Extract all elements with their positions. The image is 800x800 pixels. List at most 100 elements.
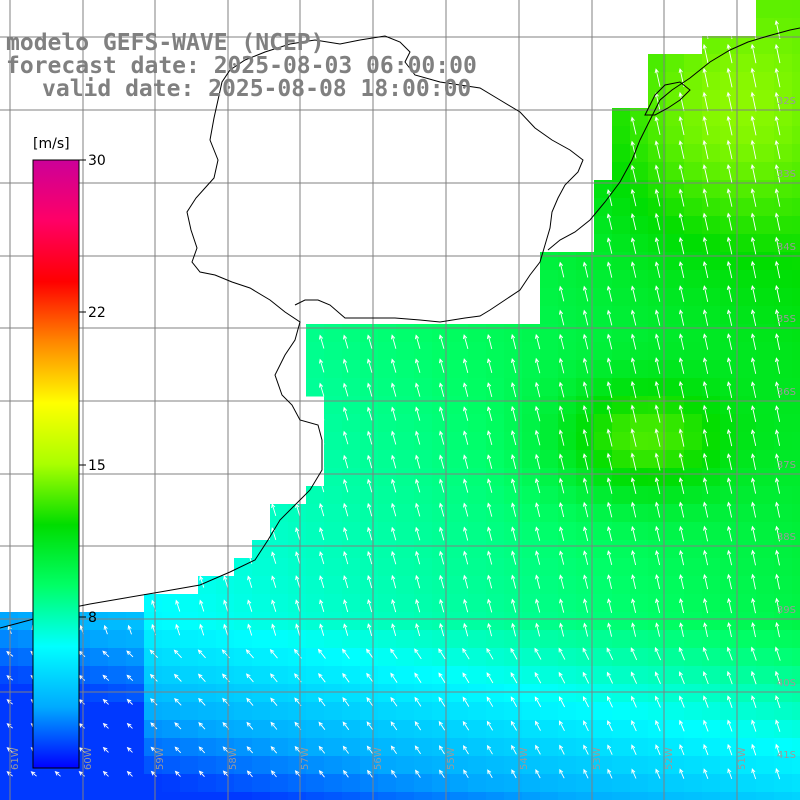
- wind-cell: [558, 360, 577, 379]
- wind-arrow: [318, 697, 326, 707]
- coastline-path: [0, 35, 584, 629]
- longitude-label: 57W: [300, 747, 311, 770]
- wind-cell: [504, 576, 523, 595]
- wind-cell: [414, 432, 433, 451]
- wind-cell: [360, 414, 379, 433]
- wind-cell: [612, 378, 631, 397]
- wind-cell: [18, 666, 37, 685]
- wind-cell: [684, 486, 703, 505]
- wind-arrow: [750, 453, 757, 470]
- wind-arrow: [726, 453, 733, 470]
- wind-cell: [630, 558, 649, 577]
- wind-cell: [0, 738, 19, 757]
- wind-cell: [702, 342, 721, 361]
- wind-cell: [666, 414, 685, 433]
- wind-arrow: [511, 769, 517, 779]
- wind-cell: [666, 630, 685, 649]
- wind-arrow: [679, 768, 685, 779]
- wind-cell: [558, 792, 577, 800]
- wind-cell: [216, 702, 235, 721]
- wind-cell: [576, 324, 595, 343]
- wind-cell: [0, 702, 19, 721]
- wind-cell: [234, 738, 253, 757]
- wind-cell: [90, 756, 109, 775]
- wind-arrow: [462, 720, 470, 731]
- wind-cell: [540, 486, 559, 505]
- wind-cell: [504, 792, 523, 800]
- wind-cell: [504, 432, 523, 451]
- wind-arrow: [703, 768, 709, 779]
- coastline: [0, 27, 800, 629]
- wind-arrow: [630, 116, 637, 135]
- wind-cell: [738, 720, 757, 739]
- wind-cell: [648, 108, 667, 127]
- wind-arrow: [679, 744, 685, 756]
- wind-cell: [198, 720, 217, 739]
- wind-arrow: [774, 453, 781, 470]
- wind-cell: [468, 378, 487, 397]
- wind-arrow: [702, 91, 709, 112]
- wind-cell: [720, 792, 739, 800]
- wind-cell: [0, 756, 19, 775]
- wind-cell: [702, 306, 721, 325]
- wind-cell: [468, 576, 487, 595]
- wind-arrow: [702, 428, 709, 447]
- wind-arrow: [366, 721, 374, 731]
- wind-cell: [792, 774, 800, 793]
- wind-cell: [324, 612, 343, 631]
- wind-cell: [792, 522, 800, 541]
- wind-cell: [594, 630, 613, 649]
- wind-cell: [252, 594, 271, 613]
- wind-cell: [108, 756, 127, 775]
- wind-cell: [324, 504, 343, 523]
- wind-arrow: [271, 623, 277, 636]
- wind-cell: [756, 90, 775, 109]
- wind-cell: [360, 432, 379, 451]
- wind-cell: [378, 792, 397, 800]
- wind-cell: [738, 342, 757, 361]
- wind-arrow: [702, 260, 709, 279]
- wind-arrow: [654, 92, 661, 111]
- wind-cell: [180, 630, 199, 649]
- wind-cell: [504, 342, 523, 361]
- wind-cell: [594, 594, 613, 613]
- wind-cell: [270, 540, 289, 559]
- wind-cell: [666, 360, 685, 379]
- wind-cell: [108, 684, 127, 703]
- wind-cell: [18, 756, 37, 775]
- wind-arrow: [391, 406, 397, 421]
- wind-cell: [774, 630, 793, 649]
- wind-cell: [18, 630, 37, 649]
- wind-arrow: [558, 696, 565, 708]
- wind-cell: [540, 756, 559, 775]
- wind-arrow: [630, 140, 637, 159]
- wind-arrow: [271, 551, 277, 564]
- wind-cell: [126, 630, 145, 649]
- wind-cell: [756, 792, 775, 800]
- wind-cell: [306, 792, 325, 800]
- wind-arrow: [678, 428, 685, 447]
- wind-cell: [486, 324, 505, 343]
- wind-cell: [702, 396, 721, 415]
- wind-cell: [396, 540, 415, 559]
- wind-arrow: [126, 698, 133, 705]
- wind-cell: [270, 738, 289, 757]
- wind-cell: [306, 594, 325, 613]
- wind-arrow: [678, 380, 685, 399]
- wind-cell: [792, 414, 800, 433]
- wind-arrow: [774, 139, 781, 160]
- wind-arrow: [319, 358, 325, 373]
- wind-cell: [198, 702, 217, 721]
- wind-arrow: [702, 309, 709, 326]
- wind-arrow: [223, 623, 229, 636]
- wind-arrow: [775, 695, 781, 709]
- wind-cell: [486, 774, 505, 793]
- wind-cell: [612, 414, 631, 433]
- wind-arrow: [583, 744, 589, 755]
- wind-cell: [684, 234, 703, 253]
- wind-cell: [738, 360, 757, 379]
- wind-arrow: [630, 164, 637, 183]
- wind-cell: [648, 216, 667, 235]
- wind-arrow: [391, 598, 397, 613]
- wind-cell: [756, 252, 775, 271]
